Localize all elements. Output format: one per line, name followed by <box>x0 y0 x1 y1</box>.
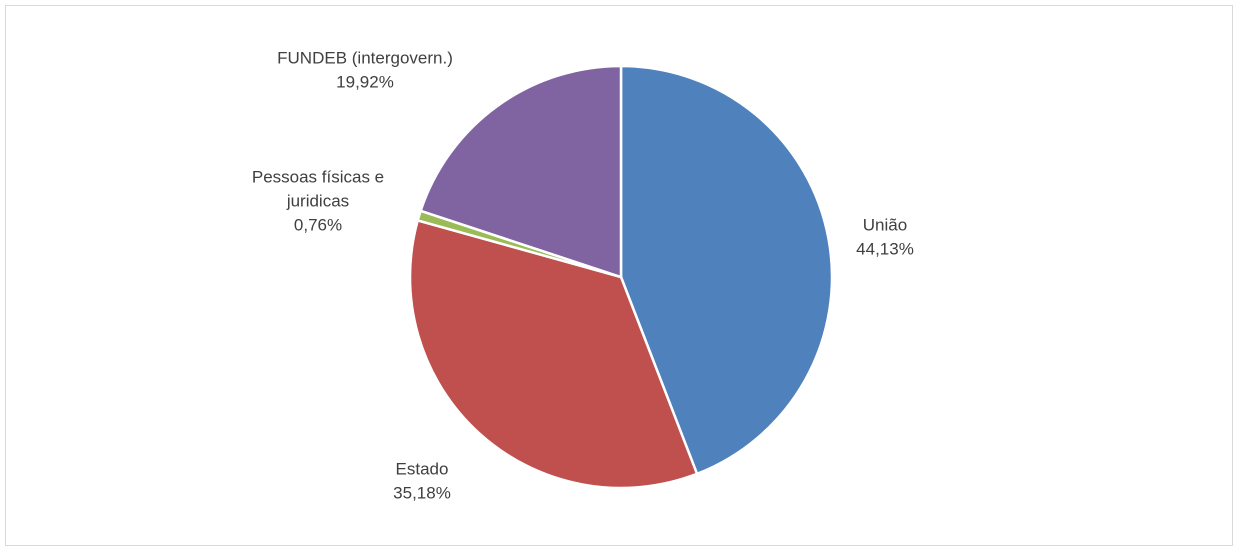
pie-slice-3 <box>419 64 623 279</box>
pie-slice-1 <box>408 219 699 490</box>
data-label-name-2-1: juridicas <box>286 191 349 210</box>
data-label-2: Pessoas físicas e juridicas 0,76% <box>252 167 384 234</box>
data-label-value-3: 19,92% <box>336 72 394 91</box>
data-label-name-1-0: Estado <box>396 459 449 478</box>
data-label-name-0-0: União <box>863 215 907 234</box>
pie-slice-0 <box>619 64 834 476</box>
data-label-3: FUNDEB (intergovern.) 19,92% <box>277 48 453 91</box>
pie-slices <box>408 64 834 490</box>
data-label-0: União 44,13% <box>856 215 914 258</box>
data-label-value-1: 35,18% <box>393 483 451 502</box>
data-labels: União 44,13% Estado 35,18% Pessoas físicas e… <box>252 48 914 502</box>
data-label-value-2: 0,76% <box>294 215 342 234</box>
data-label-name-2-0: Pessoas físicas e <box>252 167 384 186</box>
data-label-value-0: 44,13% <box>856 239 914 258</box>
data-label-1: Estado 35,18% <box>393 459 451 502</box>
data-label-name-3-0: FUNDEB (intergovern.) <box>277 48 453 67</box>
